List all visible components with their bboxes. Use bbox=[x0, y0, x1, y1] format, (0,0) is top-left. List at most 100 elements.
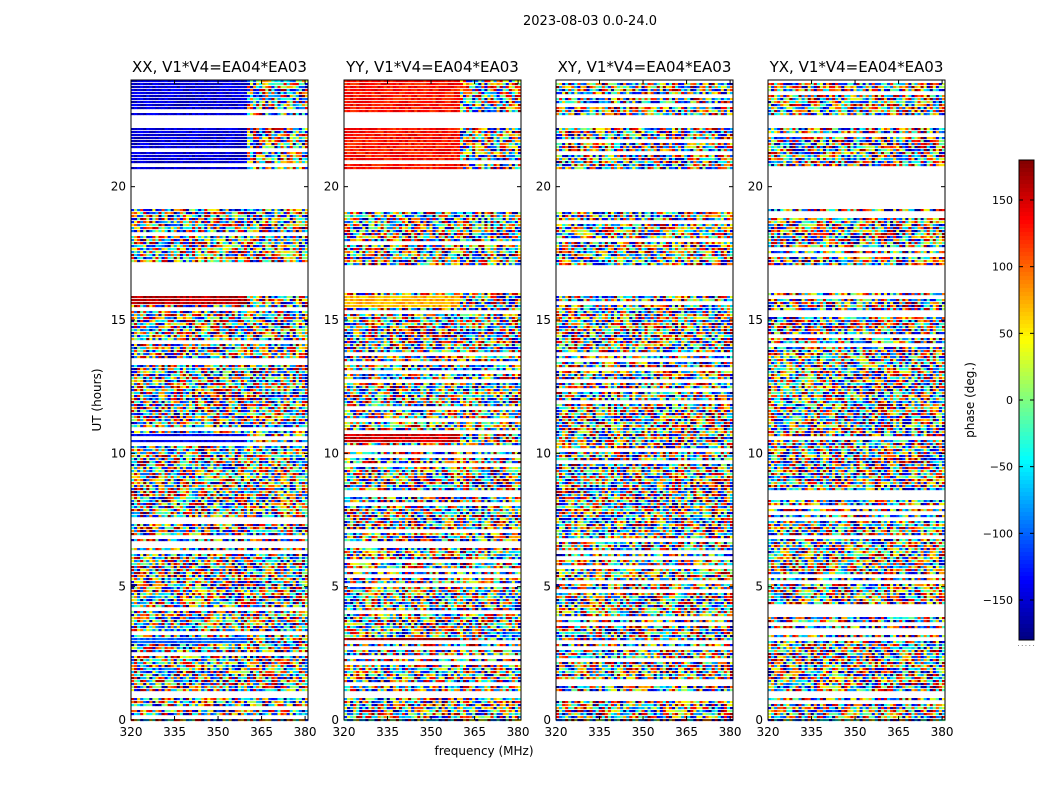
heatmap-cell bbox=[171, 131, 174, 133]
heatmap-cell bbox=[195, 107, 198, 109]
heatmap-cell bbox=[271, 134, 274, 136]
heatmap-cell bbox=[284, 98, 287, 100]
heatmap-cell bbox=[201, 98, 204, 100]
heatmap-cell bbox=[131, 131, 134, 133]
heatmap-cell bbox=[168, 95, 171, 97]
heatmap-cell bbox=[198, 131, 201, 133]
heatmap-cell bbox=[155, 128, 158, 130]
heatmap-cell bbox=[241, 131, 244, 133]
heatmap-cell bbox=[180, 86, 183, 88]
heatmap-cell bbox=[296, 101, 299, 103]
heatmap-cell bbox=[268, 128, 271, 130]
heatmap-cell bbox=[192, 92, 195, 94]
heatmap-cell bbox=[195, 95, 198, 97]
heatmap-cell bbox=[290, 89, 293, 91]
heatmap-cell bbox=[293, 107, 296, 109]
heatmap-cell bbox=[256, 98, 259, 100]
heatmap-cell bbox=[213, 107, 216, 109]
heatmap-cell bbox=[140, 92, 143, 94]
heatmap-cell bbox=[213, 95, 216, 97]
heatmap-cell bbox=[207, 83, 210, 85]
heatmap-cell bbox=[152, 101, 155, 103]
heatmap-cell bbox=[232, 131, 235, 133]
heatmap-cell bbox=[165, 92, 168, 94]
heatmap-cell bbox=[296, 89, 299, 91]
heatmap-cell bbox=[226, 92, 229, 94]
heatmap-cell bbox=[277, 89, 280, 91]
heatmap-cell bbox=[250, 134, 253, 136]
heatmap-cell bbox=[302, 92, 305, 94]
heatmap-cell bbox=[180, 113, 183, 115]
heatmap-cell bbox=[268, 131, 271, 133]
heatmap-cell bbox=[204, 107, 207, 109]
heatmap-cell bbox=[131, 137, 134, 139]
heatmap-cell bbox=[253, 131, 256, 133]
heatmap-cell bbox=[149, 95, 152, 97]
heatmap-cell bbox=[180, 131, 183, 133]
heatmap-cell bbox=[262, 107, 265, 109]
heatmap-cell bbox=[198, 134, 201, 136]
heatmap-cell bbox=[250, 104, 253, 106]
heatmap-cell bbox=[268, 104, 271, 106]
heatmap-cell bbox=[253, 101, 256, 103]
heatmap-cell bbox=[183, 131, 186, 133]
heatmap-cell bbox=[302, 86, 305, 88]
heatmap-cell bbox=[293, 95, 296, 97]
heatmap-cell bbox=[146, 101, 149, 103]
heatmap-cell bbox=[229, 107, 232, 109]
heatmap-cell bbox=[299, 95, 302, 97]
heatmap-cell bbox=[162, 137, 165, 139]
heatmap-cell bbox=[168, 131, 171, 133]
heatmap-cell bbox=[229, 113, 232, 115]
heatmap-cell bbox=[204, 128, 207, 130]
heatmap-cell bbox=[204, 89, 207, 91]
heatmap-cell bbox=[137, 113, 140, 115]
heatmap-cell bbox=[162, 98, 165, 100]
heatmap-cell bbox=[287, 92, 290, 94]
heatmap-cell bbox=[274, 89, 277, 91]
heatmap-cell bbox=[198, 128, 201, 130]
heatmap-cell bbox=[189, 95, 192, 97]
heatmap-cell bbox=[250, 107, 253, 109]
heatmap-cell bbox=[281, 131, 284, 133]
heatmap-cell bbox=[250, 92, 253, 94]
heatmap-cell bbox=[302, 89, 305, 91]
heatmap-cell bbox=[171, 107, 174, 109]
heatmap-cell bbox=[271, 95, 274, 97]
heatmap-cell bbox=[277, 128, 280, 130]
heatmap-cell bbox=[216, 128, 219, 130]
heatmap-cell bbox=[189, 92, 192, 94]
heatmap-cell bbox=[253, 95, 256, 97]
heatmap-cell bbox=[177, 89, 180, 91]
heatmap-cell bbox=[152, 83, 155, 85]
heatmap-cell bbox=[180, 128, 183, 130]
heatmap-cell bbox=[171, 101, 174, 103]
heatmap-cell bbox=[281, 89, 284, 91]
heatmap-cell bbox=[134, 86, 137, 88]
heatmap-cell bbox=[207, 92, 210, 94]
heatmap-cell bbox=[152, 86, 155, 88]
heatmap-cell bbox=[223, 131, 226, 133]
heatmap-cell bbox=[268, 101, 271, 103]
heatmap-cell bbox=[247, 101, 250, 103]
heatmap-cell bbox=[302, 113, 305, 115]
heatmap-cell bbox=[168, 128, 171, 130]
heatmap-cell bbox=[137, 131, 140, 133]
heatmap-cell bbox=[162, 107, 165, 109]
heatmap-cell bbox=[265, 107, 268, 109]
heatmap-cell bbox=[296, 107, 299, 109]
heatmap-cell bbox=[168, 89, 171, 91]
heatmap-cell bbox=[235, 98, 238, 100]
heatmap-cell bbox=[290, 101, 293, 103]
heatmap-cell bbox=[131, 92, 134, 94]
heatmap-cell bbox=[296, 104, 299, 106]
heatmap-cell bbox=[207, 98, 210, 100]
heatmap-cell bbox=[274, 107, 277, 109]
heatmap-cell bbox=[140, 107, 143, 109]
heatmap-cell bbox=[143, 89, 146, 91]
heatmap-cell bbox=[131, 101, 134, 103]
heatmap-cell bbox=[192, 95, 195, 97]
heatmap-cell bbox=[198, 104, 201, 106]
heatmap-cell bbox=[256, 104, 259, 106]
heatmap-cell bbox=[207, 113, 210, 115]
